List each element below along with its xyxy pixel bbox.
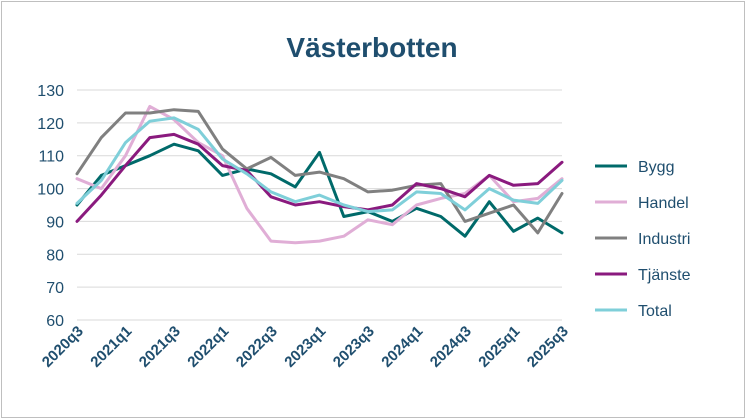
y-tick-label: 70 (46, 280, 64, 297)
x-tick-label: 2025q1 (475, 323, 523, 371)
x-axis-ticks: 2020q3 2021q1 2021q3 2022q1 2022q3 2023q1 2023… (39, 323, 572, 371)
series-line-total (75, 116, 564, 214)
y-tick-label: 120 (37, 116, 64, 133)
x-tick-label: 2021q3 (136, 323, 184, 371)
y-tick-label: 130 (37, 83, 64, 100)
y-tick-label: 110 (38, 149, 64, 166)
y-tick-label: 80 (46, 247, 64, 264)
gridlines (77, 89, 562, 321)
legend-label-total: Total (638, 303, 672, 320)
legend-label-industri: Industri (638, 231, 690, 248)
x-tick-label: 2021q1 (87, 323, 135, 371)
x-tick-label: 2024q1 (378, 323, 426, 371)
x-tick-label: 2023q3 (330, 323, 378, 371)
series-line-industri (75, 108, 564, 235)
x-tick-label: 2025q3 (524, 323, 572, 371)
series-lines (75, 104, 564, 245)
series-line-tj-nste (75, 132, 564, 223)
chart-title: Västerbotten (286, 32, 457, 63)
x-tick-label: 2023q1 (281, 323, 329, 371)
x-tick-label: 2022q3 (233, 323, 281, 371)
x-tick-label: 2020q3 (39, 323, 87, 371)
legend-label-handel: Handel (638, 195, 689, 212)
y-axis-ticks: 60 70 80 90 100 110 120 130 (37, 83, 64, 330)
y-tick-label: 100 (37, 182, 64, 199)
y-tick-label: 60 (46, 313, 64, 330)
y-tick-label: 90 (46, 214, 64, 231)
legend-label-tj-nste: Tjänste (638, 267, 691, 284)
x-tick-label: 2022q1 (184, 323, 232, 371)
legend: Bygg Handel Industri Tjänste Total (595, 159, 691, 320)
x-tick-label: 2024q3 (427, 323, 475, 371)
legend-label-bygg: Bygg (638, 159, 674, 176)
series-line-bygg (75, 142, 564, 238)
